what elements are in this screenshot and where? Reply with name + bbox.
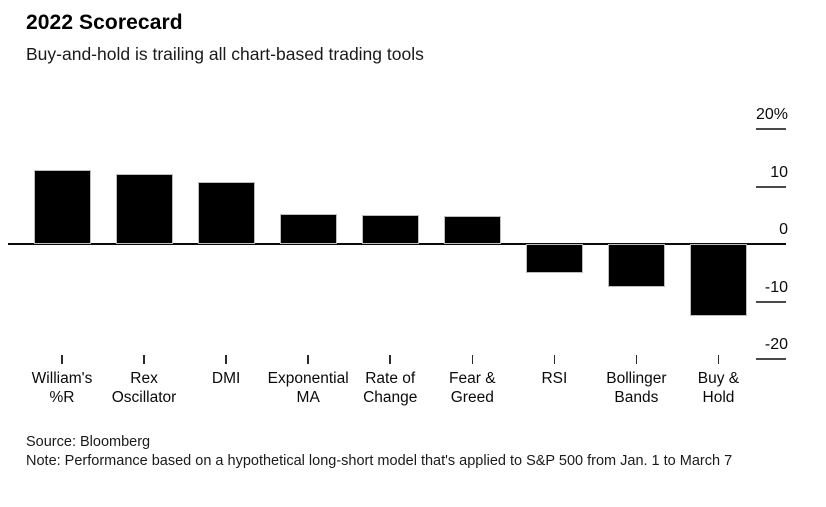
bar-bollinger-bands — [607, 244, 665, 288]
y-axis-label: 20% — [755, 106, 788, 123]
y-axis-tick — [756, 300, 786, 303]
y-axis-tick — [756, 185, 786, 188]
methodology-note: Note: Performance based on a hypothetica… — [26, 453, 733, 469]
category-label-buy-hold: Buy & Hold — [697, 370, 740, 406]
y-axis-tick — [756, 358, 786, 360]
y-axis-tick — [756, 128, 786, 130]
x-axis-tick — [635, 355, 638, 364]
category-label-bollinger-bands: Bollinger Bands — [606, 370, 667, 406]
bar-chart: 20% 10 0 -10 -20 William's %R Rex Oscillator DMI E… — [8, 106, 788, 406]
bar-william-s-r — [33, 169, 91, 244]
x-axis-tick — [143, 355, 145, 364]
y-axis-label: 10 — [770, 163, 788, 181]
zero-axis-line — [8, 243, 786, 245]
y-axis-label: 0 — [779, 221, 788, 238]
bar-rate-of-change — [361, 215, 419, 244]
bar-exponential-ma — [279, 214, 337, 244]
chart-subtitle: Buy-and-hold is trailing all chart-based… — [26, 44, 424, 64]
x-axis-tick — [61, 355, 63, 364]
x-axis-tick — [307, 355, 309, 364]
x-axis-tick — [553, 355, 556, 364]
bar-rex-oscillator — [115, 173, 173, 244]
x-axis-tick — [471, 355, 474, 364]
y-axis-label: -20 — [764, 336, 788, 353]
x-axis-tick — [225, 355, 227, 364]
y-axis-label: -10 — [764, 278, 788, 296]
category-label-rate-of-change: Rate of Change — [363, 370, 418, 406]
category-label-fear-greed: Fear & Greed — [449, 370, 496, 406]
bar-dmi — [197, 181, 255, 244]
bar-fear-greed — [443, 215, 501, 244]
bar-buy-hold — [689, 244, 747, 316]
bar-rsi — [525, 244, 583, 273]
x-axis-tick — [717, 355, 720, 364]
chart-title: 2022 Scorecard — [26, 11, 183, 34]
category-label-rex-oscillator: Rex Oscillator — [111, 370, 177, 406]
category-label-dmi: DMI — [211, 370, 241, 387]
category-label-exponential-ma: Exponential MA — [267, 370, 349, 406]
category-label-william-s-r: William's %R — [31, 370, 93, 406]
category-label-rsi: RSI — [541, 370, 568, 387]
source-note: Source: Bloomberg — [26, 434, 151, 450]
x-axis-tick — [389, 355, 391, 364]
